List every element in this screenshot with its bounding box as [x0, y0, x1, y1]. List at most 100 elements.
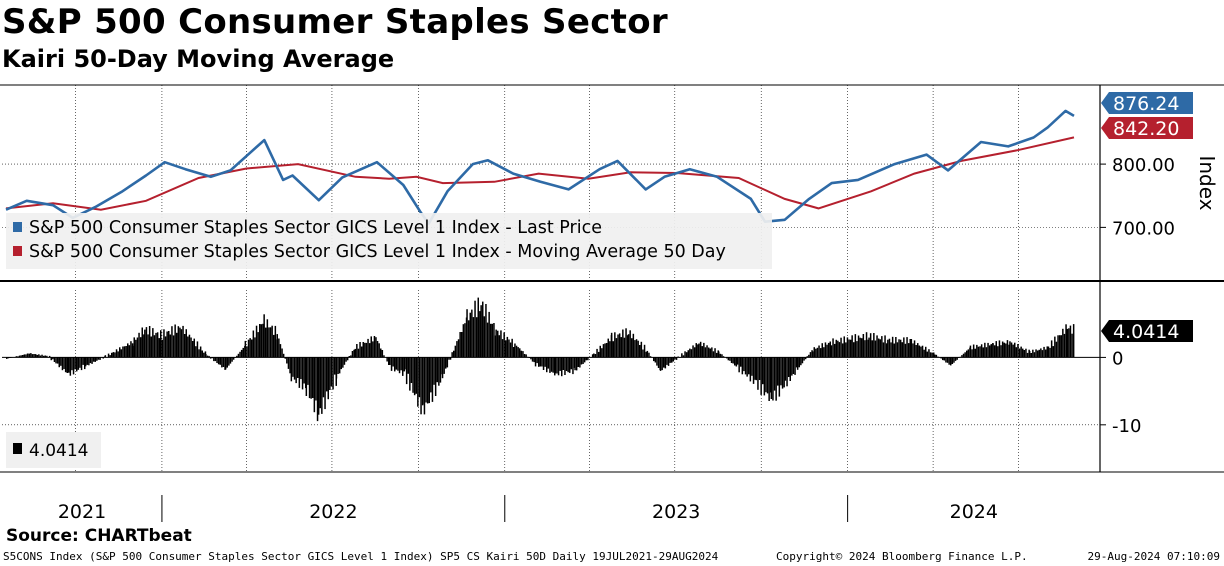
kairi-bar — [439, 357, 442, 383]
kairi-bar — [1008, 344, 1010, 358]
kairi-bar — [777, 357, 779, 386]
kairi-bar — [423, 357, 426, 415]
kairi-bar — [719, 353, 722, 358]
kairi-bar — [622, 329, 624, 358]
kairi-bar — [340, 357, 342, 370]
kairi-bar — [356, 344, 358, 358]
kairi-bar — [659, 357, 662, 371]
kairi-bar — [278, 338, 280, 358]
kairi-bar — [763, 357, 766, 396]
kairi-bar — [913, 340, 916, 358]
kairi-bar — [420, 357, 422, 415]
kairi-bar — [1049, 347, 1051, 358]
kairi-bar — [462, 324, 465, 358]
kairi-bar — [848, 339, 850, 358]
kairi-bar — [974, 348, 976, 358]
kairi-bar — [809, 352, 812, 358]
kairi-bar — [428, 357, 430, 404]
kairi-bar — [413, 357, 416, 396]
kairi-bar — [376, 341, 379, 358]
kairi-bar — [123, 346, 126, 358]
kairi-bar — [486, 322, 489, 358]
kairi-bar — [174, 324, 176, 358]
kairi-bar — [562, 357, 565, 370]
upper-legend: S&P 500 Consumer Staples Sector GICS Lev… — [6, 213, 772, 269]
kairi-bar — [582, 357, 584, 364]
kairi-bar — [503, 332, 505, 358]
kairi-bar — [55, 357, 57, 364]
kairi-bar — [871, 340, 873, 358]
kairi-bar — [229, 357, 232, 364]
kairi-bar — [479, 311, 481, 358]
kairi-bar — [945, 357, 947, 363]
kairi-bar — [931, 352, 933, 358]
kairi-bar — [1035, 349, 1037, 358]
kairi-bar — [517, 347, 519, 358]
ytick-label-upper: 700.00 — [1112, 218, 1175, 239]
kairi-bar — [942, 357, 944, 361]
kairi-bar — [348, 356, 350, 358]
kairi-bar — [203, 352, 205, 358]
footer-description: S5CONS Index (S&P 500 Consumer Staples S… — [3, 550, 719, 563]
kairi-bar — [569, 357, 571, 373]
kairi-bar — [967, 349, 970, 358]
kairi-bar — [923, 349, 925, 358]
kairi-bar — [1030, 353, 1032, 358]
kairi-bar — [1023, 350, 1026, 358]
kairi-bar — [806, 356, 808, 358]
kairi-bar — [1046, 346, 1048, 358]
kairi-bar — [732, 357, 734, 364]
kairi-bar — [623, 337, 626, 358]
kairi-bar — [319, 357, 321, 409]
kairi-bar — [337, 357, 339, 374]
kairi-bar — [240, 349, 243, 358]
legend-label: S&P 500 Consumer Staples Sector GICS Lev… — [29, 242, 726, 262]
kairi-bar — [954, 357, 957, 361]
kairi-bar — [209, 357, 212, 359]
kairi-bar — [604, 343, 606, 358]
kairi-bar — [315, 357, 317, 401]
kairi-bar — [620, 337, 622, 358]
kairi-bar — [997, 346, 999, 358]
kairi-bar — [666, 357, 668, 365]
kairi-bar — [449, 357, 452, 360]
kairi-bar — [1003, 342, 1005, 358]
ytick-label-lower: 0 — [1112, 348, 1123, 369]
kairi-bar — [394, 357, 396, 372]
kairi-bar — [58, 357, 60, 368]
kairi-bar — [1050, 340, 1053, 358]
kairi-bar — [438, 357, 440, 386]
kairi-bar — [497, 330, 499, 358]
kairi-bar — [104, 355, 107, 358]
kairi-bar — [34, 354, 37, 358]
kairi-bar — [125, 346, 127, 358]
kairi-bar — [718, 351, 720, 358]
kairi-bar — [749, 357, 752, 382]
kairi-bar — [804, 357, 807, 360]
kairi-bar — [546, 357, 548, 373]
kairi-bar — [773, 357, 776, 391]
kairi-bar — [523, 354, 526, 358]
kairi-bar — [6, 357, 8, 359]
kairi-bar — [689, 348, 691, 358]
kairi-bar — [480, 305, 482, 358]
kairi-bar — [383, 355, 385, 358]
kairi-bar — [829, 341, 831, 358]
kairi-bar — [161, 339, 164, 358]
kairi-bar — [370, 336, 372, 358]
kairi-bar — [961, 355, 963, 358]
kairi-bar — [18, 355, 21, 358]
kairi-bar — [1000, 345, 1002, 358]
kairi-bar — [286, 357, 288, 364]
ma-last-tag-shape — [1101, 117, 1193, 139]
kairi-bar — [305, 357, 308, 396]
kairi-bar — [865, 332, 868, 358]
kairi-bar — [485, 304, 487, 358]
kairi-bar — [827, 342, 830, 358]
kairi-bar — [491, 323, 494, 358]
kairi-bar — [881, 336, 883, 358]
kairi-bar — [56, 357, 59, 364]
kairi-bar — [1071, 333, 1073, 358]
kairi-bar — [23, 354, 26, 358]
footer-copyright: Copyright© 2024 Bloomberg Finance L.P. — [776, 550, 1028, 563]
